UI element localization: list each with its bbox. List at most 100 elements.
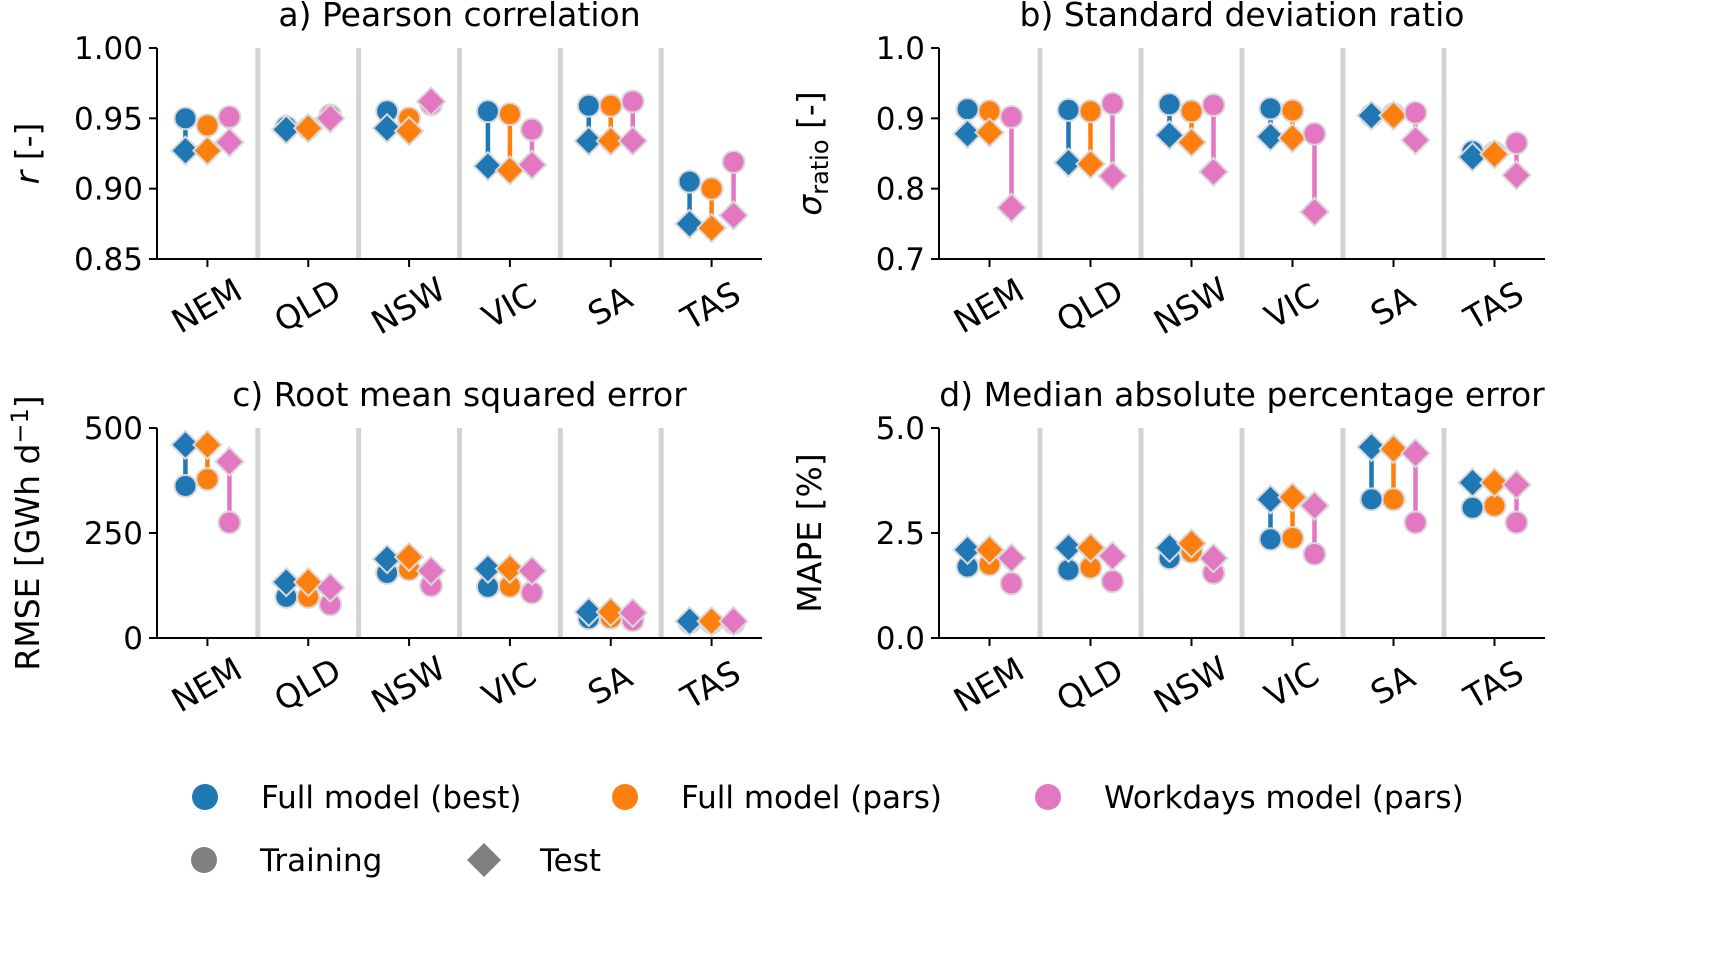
y-axis-label: RMSE [GWh d−1] xyxy=(6,395,47,670)
test-point xyxy=(974,534,1005,566)
test-point xyxy=(270,566,302,598)
test-point xyxy=(1176,528,1207,559)
training-point xyxy=(173,473,198,498)
test-point xyxy=(573,125,605,157)
x-tick-label: QLD xyxy=(268,650,348,719)
x-tick-label: NSW xyxy=(365,269,452,342)
y-tick-label: 0.0 xyxy=(876,621,925,657)
y-axis-label-part: −1 xyxy=(6,408,34,443)
series-pars xyxy=(974,433,1510,580)
series-workdays xyxy=(996,91,1532,228)
panel-standard-deviation-ratio: 0.7 0.8 0.9 1.0 NEM QLD NSW VIC SA TAS b) Standard… xyxy=(790,0,1545,342)
test-point xyxy=(1400,437,1431,469)
test-point xyxy=(952,118,983,150)
test-point xyxy=(170,135,201,167)
test-point xyxy=(516,149,548,181)
x-tick-label: TAS xyxy=(674,274,747,339)
test-point xyxy=(494,154,526,186)
test-point xyxy=(1277,481,1308,513)
y-axis-label-part: [-] xyxy=(790,91,829,139)
series-pars xyxy=(192,93,727,244)
training-point xyxy=(1280,526,1305,551)
legend-marker-test xyxy=(467,843,501,877)
test-point xyxy=(1400,124,1431,156)
series-pars xyxy=(192,429,727,637)
test-point xyxy=(415,555,447,587)
test-point xyxy=(1198,156,1229,188)
training-point xyxy=(217,104,242,129)
training-point xyxy=(1258,96,1283,121)
training-point xyxy=(1504,510,1529,535)
panel-title: b) Standard deviation ratio xyxy=(1020,0,1465,34)
test-point xyxy=(1255,121,1286,153)
panel-median-absolute-percentage-error: 0.0 2.5 5.0 NEM QLD NSW VIC SA TAS d) Median abso… xyxy=(790,375,1545,721)
x-tick-label: SA xyxy=(581,278,639,334)
legend-label-best: Full model (best) xyxy=(261,780,522,816)
test-point xyxy=(595,596,627,628)
training-point xyxy=(475,99,500,124)
series-best xyxy=(170,93,705,240)
training-point xyxy=(1403,510,1428,535)
x-tick-label: VIC xyxy=(475,654,542,715)
series-best xyxy=(170,429,705,637)
training-point xyxy=(699,176,724,201)
test-point xyxy=(393,541,425,573)
y-axis-label: σratio [-] xyxy=(790,91,834,215)
test-point xyxy=(314,572,346,604)
series-best xyxy=(952,431,1488,582)
test-point xyxy=(494,553,526,585)
training-point xyxy=(1100,91,1125,116)
y-axis-label-part: r xyxy=(8,168,47,184)
x-tick-label: SA xyxy=(1364,278,1422,334)
y-tick-label: 1.00 xyxy=(74,31,143,67)
y-tick-label: 0.7 xyxy=(876,242,925,278)
legend-label-pars: Full model (pars) xyxy=(681,780,942,816)
x-tick-label: NEM xyxy=(947,649,1031,720)
x-tick-label: TAS xyxy=(1457,653,1530,718)
legend-label-training: Training xyxy=(259,843,382,879)
test-point xyxy=(1479,138,1510,170)
y-tick-label: 5.0 xyxy=(876,411,925,447)
y-tick-label: 0.8 xyxy=(876,172,925,208)
test-point xyxy=(1075,148,1106,180)
test-point xyxy=(674,208,705,240)
test-point xyxy=(292,112,324,144)
series-pars xyxy=(974,98,1510,180)
test-point xyxy=(214,126,245,158)
x-tick-label: NEM xyxy=(165,649,249,720)
training-point xyxy=(1302,121,1327,146)
y-axis-label: r [-] xyxy=(8,123,47,185)
series-workdays xyxy=(214,446,749,637)
training-point xyxy=(1056,97,1081,122)
test-point xyxy=(573,596,605,628)
legend: Full model (best) Full model (pars) Workda… xyxy=(191,780,1464,879)
test-point xyxy=(996,542,1027,574)
test-point xyxy=(214,446,245,478)
y-axis-label-part: RMSE [GWh d xyxy=(8,444,47,671)
training-point xyxy=(195,113,220,138)
test-point xyxy=(617,597,649,629)
training-point xyxy=(1359,487,1384,512)
test-point xyxy=(595,125,627,157)
x-tick-label: SA xyxy=(581,657,639,713)
y-axis-label-part: σ xyxy=(790,194,829,216)
x-tick-label: QLD xyxy=(1050,271,1130,340)
legend-marker-pars xyxy=(612,784,638,810)
test-point xyxy=(192,429,223,461)
test-point xyxy=(1277,122,1308,154)
legend-label-workdays: Workdays model (pars) xyxy=(1104,780,1464,816)
test-point xyxy=(1299,490,1330,522)
test-point xyxy=(393,115,425,147)
series-best xyxy=(952,92,1488,179)
training-point xyxy=(1078,99,1103,124)
training-point xyxy=(999,571,1024,596)
training-point xyxy=(1100,569,1125,594)
legend-label-test: Test xyxy=(539,843,601,879)
x-tick-label: QLD xyxy=(268,271,348,340)
test-point xyxy=(1176,126,1207,158)
test-point xyxy=(371,112,403,144)
test-point xyxy=(1457,467,1488,499)
training-point xyxy=(1157,92,1182,117)
y-tick-label: 250 xyxy=(84,516,143,552)
y-axis-label: MAPE [%] xyxy=(790,453,829,612)
